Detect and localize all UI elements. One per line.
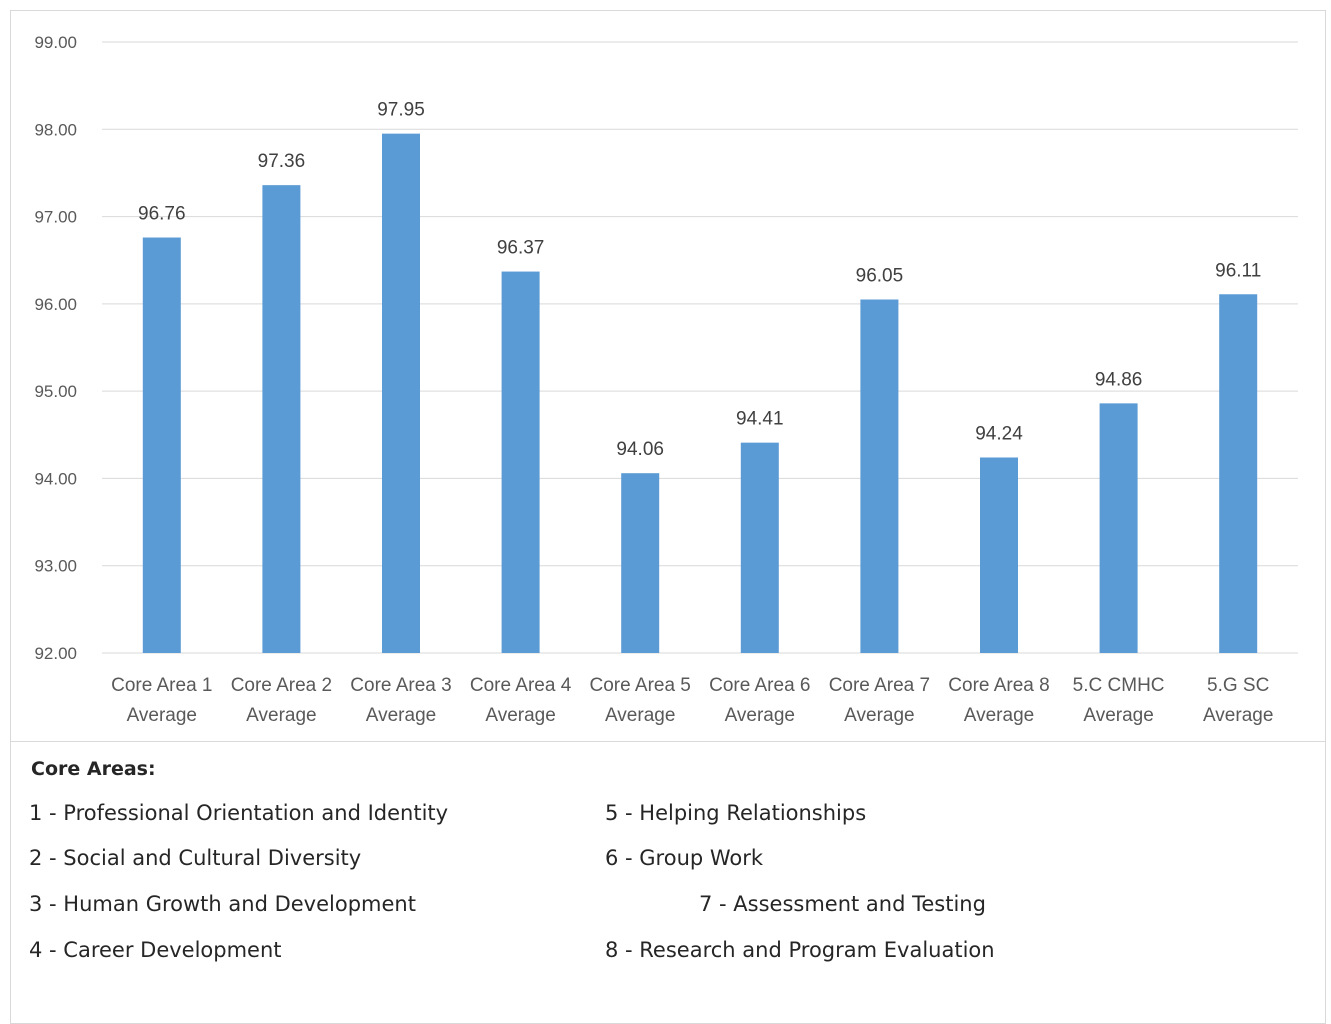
data-label: 96.05 xyxy=(856,265,904,286)
chart-frame: 92.00 93.00 94.00 95.00 96.00 97.00 98.00 99.00… xyxy=(10,10,1326,742)
x-category-label: Average xyxy=(366,705,436,726)
legend-item: 2 - Social and Cultural Diversity xyxy=(29,846,362,870)
bar xyxy=(1099,403,1138,653)
data-label: 96.11 xyxy=(1215,260,1261,281)
y-tick-label: 94.00 xyxy=(34,469,77,488)
bar xyxy=(980,457,1018,653)
bar xyxy=(1219,294,1258,653)
y-tick-label: 98.00 xyxy=(34,120,77,139)
x-category-label: Average xyxy=(485,705,555,726)
bar xyxy=(501,271,540,653)
x-category-label: Average xyxy=(1083,705,1153,726)
data-label: 94.41 xyxy=(736,409,784,430)
x-category-label: Core Area 3 xyxy=(350,675,451,696)
x-category-label: Core Area 8 xyxy=(948,675,1049,696)
gridlines xyxy=(102,41,1298,654)
bar xyxy=(740,442,779,653)
x-category-label: Average xyxy=(127,705,197,726)
data-label: 96.37 xyxy=(497,238,545,259)
data-label: 97.36 xyxy=(258,151,306,172)
x-category-label: Average xyxy=(964,705,1034,726)
x-category-label: Core Area 1 xyxy=(111,675,212,696)
y-axis-ticks: 92.00 93.00 94.00 95.00 96.00 97.00 98.00 99.00 xyxy=(34,33,77,663)
bar xyxy=(860,299,899,653)
legend-item: 7 - Assessment and Testing xyxy=(699,892,986,916)
legend-item: 1 - Professional Orientation and Identit… xyxy=(29,801,449,825)
bar xyxy=(142,237,181,653)
bar xyxy=(621,473,660,653)
bar-chart: 92.00 93.00 94.00 95.00 96.00 97.00 98.00 99.00… xyxy=(34,33,1298,726)
legend-box: Core Areas: 1 - Professional Orientation… xyxy=(10,742,1326,1024)
x-category-label: Average xyxy=(605,705,675,726)
bar xyxy=(382,133,420,653)
x-category-label: Core Area 5 xyxy=(589,675,690,696)
y-tick-label: 99.00 xyxy=(34,33,77,52)
legend-item: 8 - Research and Program Evaluation xyxy=(605,938,995,962)
x-axis-categories: Core Area 1 Average Core Area 2 Average Core… xyxy=(111,675,1273,726)
y-tick-label: 92.00 xyxy=(34,644,77,663)
data-label: 97.95 xyxy=(377,100,425,121)
x-category-label: Average xyxy=(1203,705,1273,726)
x-category-label: 5.C CMHC xyxy=(1073,675,1165,696)
legend-title: Core Areas: xyxy=(31,758,156,780)
x-category-label: Core Area 4 xyxy=(470,675,572,696)
legend-item: 4 - Career Development xyxy=(29,938,282,962)
x-category-label: Average xyxy=(844,705,914,726)
data-label: 94.24 xyxy=(975,423,1023,444)
legend-item: 5 - Helping Relationships xyxy=(605,801,867,825)
bars xyxy=(142,133,1258,654)
x-category-label: Average xyxy=(246,705,316,726)
x-category-label: Core Area 6 xyxy=(709,675,810,696)
y-tick-label: 97.00 xyxy=(34,208,77,227)
y-tick-label: 96.00 xyxy=(34,295,77,314)
data-label: 96.76 xyxy=(138,204,186,225)
x-category-label: Core Area 7 xyxy=(829,675,930,696)
y-tick-label: 93.00 xyxy=(34,557,77,576)
legend-item: 6 - Group Work xyxy=(605,846,764,870)
y-tick-label: 95.00 xyxy=(34,382,77,401)
x-category-label: Core Area 2 xyxy=(231,675,332,696)
x-category-label: 5.G SC xyxy=(1207,675,1269,696)
data-label: 94.86 xyxy=(1095,369,1143,390)
data-label: 94.06 xyxy=(616,439,664,460)
x-category-label: Average xyxy=(725,705,795,726)
bar xyxy=(262,185,301,654)
data-labels: 96.76 97.36 97.95 96.37 94.06 94.41 96.05 94.24… xyxy=(138,100,1261,461)
legend-item: 3 - Human Growth and Development xyxy=(29,892,416,916)
